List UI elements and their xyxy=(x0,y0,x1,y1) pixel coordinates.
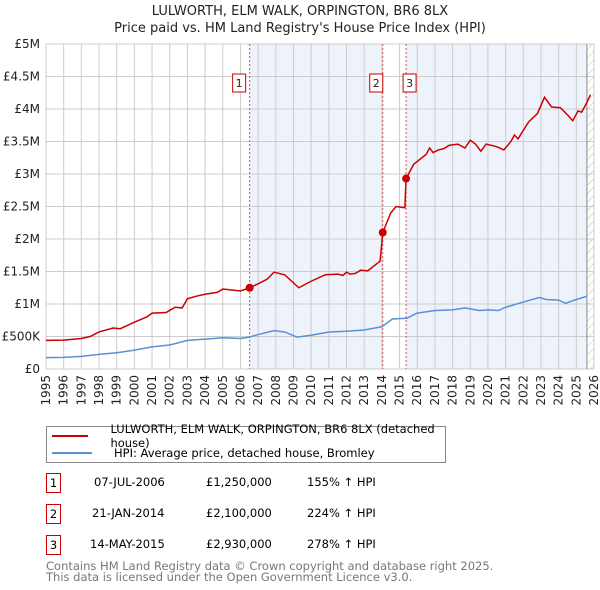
x-tick-label: 2018 xyxy=(446,375,460,406)
red-line-swatch xyxy=(52,435,89,437)
sale-point xyxy=(245,283,254,292)
x-tick-label: 2017 xyxy=(428,375,442,406)
y-tick-label: £500K xyxy=(2,330,42,344)
x-tick-label: 2002 xyxy=(163,375,177,406)
sale-date: 14-MAY-2015 xyxy=(90,537,165,551)
sale-label: 1 xyxy=(236,77,243,90)
legend-item-hpi: HPI: Average price, detached house, Brom… xyxy=(47,445,375,461)
sale-marker-badge: 2 xyxy=(46,504,61,524)
y-tick-label: £5M xyxy=(14,37,40,51)
y-tick-label: £2.5M xyxy=(3,200,40,214)
x-tick-label: 2013 xyxy=(357,375,371,406)
y-tick-label: £2M xyxy=(14,232,40,246)
x-tick-label: 2022 xyxy=(516,375,530,406)
x-tick-label: 2016 xyxy=(410,375,424,406)
price-chart: 1995 1996 1997 1998 1999 2000 2001 2002 2003 2004… xyxy=(2,37,600,406)
x-tick-label: 2003 xyxy=(180,375,194,406)
y-tick-label: £0 xyxy=(25,362,40,376)
blue-line-swatch xyxy=(52,452,92,454)
chart-subtitle: Price paid vs. HM Land Registry's House … xyxy=(114,21,486,36)
x-tick-label: 2006 xyxy=(233,375,247,406)
legend: LULWORTH, ELM WALK, ORPINGTON, BR6 8LX (… xyxy=(46,422,446,463)
footer-licence: This data is licensed under the Open Gov… xyxy=(46,570,413,584)
x-tick-label: 1996 xyxy=(57,375,71,406)
sale-point xyxy=(378,228,387,237)
x-tick-label: 2025 xyxy=(569,375,583,406)
x-tick-label: 2014 xyxy=(375,375,389,406)
x-tick-label: 2007 xyxy=(251,375,265,406)
x-tick-label: 2011 xyxy=(322,375,336,406)
chart-title: LULWORTH, ELM WALK, ORPINGTON, BR6 8LX xyxy=(151,4,449,19)
x-tick-label: 2021 xyxy=(499,375,513,406)
legend-label-hpi: HPI: Average price, detached house, Brom… xyxy=(114,446,375,460)
legend-label-property: LULWORTH, ELM WALK, ORPINGTON, BR6 8LX (… xyxy=(110,422,435,450)
sale-price: £2,100,000 xyxy=(206,506,272,520)
sale-hpi-change: 278% ↑ HPI xyxy=(307,537,376,551)
series-line xyxy=(45,295,588,359)
footer-copyright: Contains HM Land Registry data © Crown c… xyxy=(46,559,494,573)
sale-label: 2 xyxy=(373,77,380,90)
sale-marker-badge: 3 xyxy=(46,535,61,555)
sale-label-box xyxy=(232,73,247,93)
x-tick-label: 2005 xyxy=(216,375,230,406)
x-tick-label: 1999 xyxy=(110,375,124,406)
series-line xyxy=(45,94,592,342)
legend-item-property: LULWORTH, ELM WALK, ORPINGTON, BR6 8LX (… xyxy=(47,422,445,450)
x-tick-label: 2010 xyxy=(304,375,318,406)
sale-hpi-change: 155% ↑ HPI xyxy=(307,475,376,489)
sale-marker-badge: 1 xyxy=(46,473,61,493)
x-tick-label: 1998 xyxy=(92,375,106,406)
x-tick-label: 2000 xyxy=(127,375,141,406)
y-tick-label: £3M xyxy=(14,167,40,181)
x-tick-label: 1995 xyxy=(39,375,53,406)
x-tick-label: 2009 xyxy=(286,375,300,406)
x-tick-label: 2004 xyxy=(198,375,212,406)
x-tick-label: 2020 xyxy=(481,375,495,406)
x-tick-label: 2001 xyxy=(145,375,159,406)
y-tick-label: £4M xyxy=(14,102,40,116)
sale-row-3: 3 14-MAY-2015 £2,930,000 278% ↑ HPI xyxy=(46,535,546,555)
x-tick-label: 2019 xyxy=(463,375,477,406)
x-tick-label: 2026 xyxy=(587,375,600,406)
y-tick-label: £3.5M xyxy=(3,135,40,149)
x-tick-label: 1997 xyxy=(74,375,88,406)
sale-point xyxy=(402,174,411,183)
y-tick-label: £1M xyxy=(14,297,40,311)
x-tick-label: 2015 xyxy=(393,375,407,406)
sale-row-1: 1 07-JUL-2006 £1,250,000 155% ↑ HPI xyxy=(46,473,546,493)
sale-hpi-change: 224% ↑ HPI xyxy=(307,506,376,520)
sale-price: £2,930,000 xyxy=(206,537,272,551)
y-tick-label: £1.5M xyxy=(3,265,40,279)
sale-label-box xyxy=(402,73,417,93)
sale-label: 3 xyxy=(406,77,413,90)
sale-date: 07-JUL-2006 xyxy=(94,475,165,489)
x-tick-label: 2023 xyxy=(534,375,548,406)
x-tick-label: 2012 xyxy=(340,375,354,406)
x-tick-label: 2024 xyxy=(552,375,566,406)
sale-label-box xyxy=(369,73,384,93)
y-tick-label: £4.5M xyxy=(3,70,40,84)
sale-row-2: 2 21-JAN-2014 £2,100,000 224% ↑ HPI xyxy=(46,504,546,524)
sale-date: 21-JAN-2014 xyxy=(92,506,165,520)
x-tick-label: 2008 xyxy=(269,375,283,406)
sale-price: £1,250,000 xyxy=(206,475,272,489)
